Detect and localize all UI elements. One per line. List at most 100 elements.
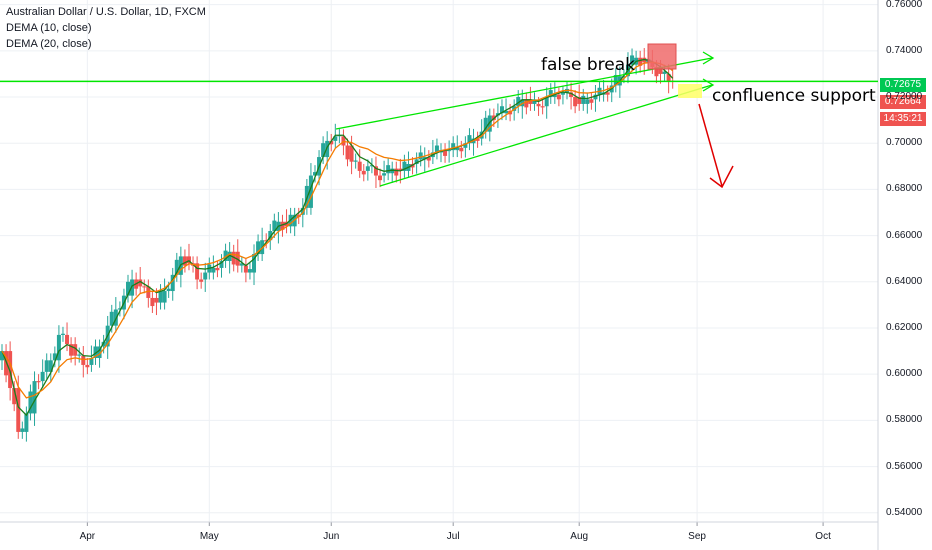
price-tag-last: 0.72664 — [880, 95, 926, 109]
candle-body — [361, 170, 366, 175]
candle-body — [16, 388, 21, 432]
annotation-confluence-support: confluence support — [712, 86, 876, 106]
candle-body — [154, 297, 159, 303]
candle-body — [52, 353, 57, 361]
candle-body — [158, 291, 163, 303]
candle-body — [138, 279, 143, 287]
candle-body — [516, 97, 521, 107]
lower-trendline-arrowhead — [702, 78, 715, 92]
dema-10-line — [1, 58, 674, 417]
candle-body — [60, 333, 65, 335]
candle-body — [524, 99, 529, 108]
candle-body — [81, 355, 86, 365]
candle-body — [126, 281, 131, 296]
candle-body — [459, 147, 464, 152]
wedge-lower-trendline — [379, 84, 713, 187]
candle-body — [239, 263, 244, 266]
candle-body — [483, 117, 488, 132]
candle-body — [398, 168, 403, 171]
candle-body — [272, 220, 277, 231]
annotation-false-break: false break — [541, 55, 635, 75]
x-tick-label: Aug — [570, 531, 589, 542]
candle-body — [504, 110, 509, 114]
candle-body — [24, 413, 29, 432]
confluence-highlight — [678, 84, 702, 98]
candle-body — [162, 291, 167, 303]
candle-body — [44, 360, 49, 372]
y-tick-label: 0.76000 — [886, 0, 923, 10]
candle-body — [556, 94, 561, 100]
y-tick-label: 0.54000 — [886, 506, 923, 518]
candle-body — [89, 358, 94, 365]
candle-body — [394, 168, 399, 176]
x-tick-label: Sep — [688, 531, 706, 542]
candle-body — [666, 73, 671, 81]
x-tick-label: Oct — [815, 531, 831, 542]
candle-body — [219, 261, 224, 268]
candle-body — [512, 106, 517, 111]
candle-body — [662, 71, 667, 74]
candle-body — [605, 92, 610, 95]
candle-body — [463, 143, 468, 148]
candle-body — [174, 259, 179, 275]
price-tag-countdown: 14:35:21 — [880, 112, 926, 126]
x-tick-label: May — [199, 531, 219, 542]
candle-body — [418, 152, 423, 160]
candle-body — [146, 286, 151, 298]
bearish-arrow-shaft — [698, 103, 723, 187]
candle-body — [12, 388, 17, 405]
candle-body — [422, 157, 427, 160]
candle-body — [48, 360, 53, 372]
y-tick-label: 0.56000 — [886, 460, 923, 472]
candle-body — [528, 99, 533, 104]
candle-body — [300, 207, 305, 215]
candle-body — [349, 145, 354, 162]
y-tick-label: 0.62000 — [886, 321, 923, 333]
candle-body — [585, 99, 590, 104]
candle-body — [280, 221, 285, 230]
candle-body — [532, 99, 537, 104]
y-tick-label: 0.58000 — [886, 414, 923, 426]
candle-body — [321, 143, 326, 158]
candle-body — [353, 160, 358, 162]
y-tick-label: 0.64000 — [886, 275, 923, 287]
candle-body — [109, 311, 114, 326]
candle-body — [333, 136, 338, 141]
candle-body — [256, 241, 261, 255]
candle-body — [182, 256, 187, 266]
candle-body — [203, 272, 208, 280]
candle-body — [231, 251, 236, 265]
candle-body — [536, 103, 541, 107]
candle-body — [130, 279, 135, 296]
candle-body — [211, 267, 216, 273]
y-tick-label: 0.72000 — [886, 91, 923, 102]
candle-body — [447, 150, 452, 152]
bearish-arrow-head — [709, 165, 734, 189]
legend-dema-10[interactable]: DEMA (10, close) — [6, 22, 92, 34]
candle-body — [252, 254, 257, 273]
chart-title: Australian Dollar / U.S. Dollar, 1D, FXC… — [6, 6, 206, 18]
candle-body — [467, 135, 472, 144]
candle-body — [589, 99, 594, 103]
candle-body — [577, 97, 582, 104]
legend-dema-20[interactable]: DEMA (20, close) — [6, 38, 92, 50]
candle-body — [552, 94, 557, 98]
candle-body — [312, 172, 317, 176]
candle-body — [378, 175, 383, 181]
candle-body — [426, 157, 431, 161]
x-tick-label: Apr — [79, 531, 96, 542]
upper-trendline-arrowhead — [702, 51, 715, 65]
y-tick-label: 0.60000 — [886, 368, 923, 380]
candle-body — [36, 381, 41, 383]
false-break-highlight — [647, 43, 677, 70]
candle-body — [32, 381, 37, 414]
candle-body — [487, 115, 492, 132]
candle-body — [97, 346, 102, 359]
candle-body — [540, 106, 545, 108]
candle-body — [308, 175, 313, 208]
candle-body — [65, 334, 70, 345]
candle-body — [390, 168, 395, 174]
candle-body — [93, 346, 98, 359]
